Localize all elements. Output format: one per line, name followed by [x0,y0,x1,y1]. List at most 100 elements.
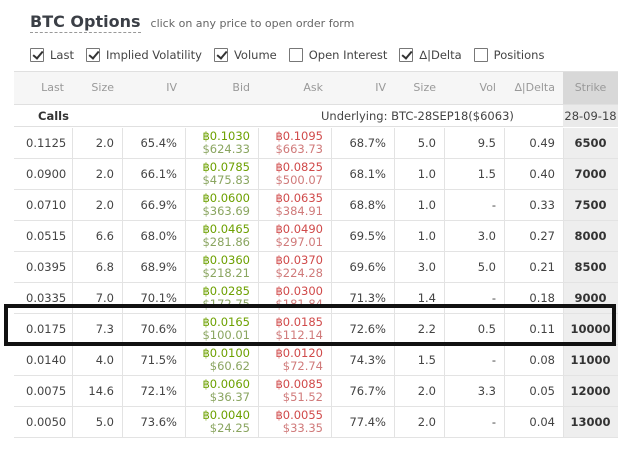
ask-price[interactable]: ฿0.0185 $112.14 [258,314,331,344]
ask-price-btc[interactable]: ฿0.0185 [275,315,323,329]
ask-price-usd[interactable]: $51.52 [282,390,323,404]
bid-price-btc[interactable]: ฿0.0165 [202,315,250,329]
ask-price-usd[interactable]: $297.01 [275,235,323,249]
ask-price-usd[interactable]: $112.14 [275,328,323,342]
bid-price-usd[interactable]: $624.33 [202,142,250,156]
ask-price[interactable]: ฿0.0635 $384.91 [258,190,331,220]
table-row[interactable]: 0.0140 4.0 71.5% ฿0.0100 $60.62 ฿0.0120 $72.74… [14,345,618,376]
ask-price-btc[interactable]: ฿0.1095 [275,129,323,143]
table-row[interactable]: 0.0900 2.0 66.1% ฿0.0785 $475.83 ฿0.0825 $500.… [14,159,618,190]
filter-implied-volatility[interactable]: Implied Volatility [85,48,202,62]
cell-last[interactable]: 0.0050 [26,415,67,429]
cell-strike[interactable]: 13000 [563,407,618,437]
bid-price-usd[interactable]: $475.83 [202,173,250,187]
ask-price[interactable]: ฿0.0055 $33.35 [258,407,331,437]
bid-price-btc[interactable]: ฿0.0040 [202,408,250,422]
header-iv[interactable]: IV [166,81,177,94]
table-row[interactable]: 0.0395 6.8 68.9% ฿0.0360 $218.21 ฿0.0370 $224.… [14,252,618,283]
bid-price-btc[interactable]: ฿0.0465 [202,222,250,236]
header-last[interactable]: Last [41,81,64,94]
header-delta[interactable]: ∆|Delta [514,81,555,94]
header-ask[interactable]: Ask [303,81,323,94]
cell-last[interactable]: 0.0075 [26,384,67,398]
checkbox-icon[interactable] [288,48,303,62]
filter-volume[interactable]: Volume [213,48,277,62]
bid-price-usd[interactable]: $218.21 [202,266,250,280]
table-row[interactable]: 0.1125 2.0 65.4% ฿0.1030 $624.33 ฿0.1095 $663.… [14,128,618,159]
bid-price[interactable]: ฿0.0165 $100.01 [185,314,258,344]
table-row[interactable]: 0.0075 14.6 72.1% ฿0.0060 $36.37 ฿0.0085 $51.5… [14,376,618,407]
ask-price[interactable]: ฿0.0120 $72.74 [258,345,331,375]
table-row[interactable]: 0.0515 6.6 68.0% ฿0.0465 $281.86 ฿0.0490 $297.… [14,221,618,252]
table-row[interactable]: 0.0050 5.0 73.6% ฿0.0040 $24.25 ฿0.0055 $33.35… [14,407,618,438]
bid-price-btc[interactable]: ฿0.0785 [202,160,250,174]
bid-price-usd[interactable]: $363.69 [202,204,250,218]
bid-price-usd[interactable]: $36.37 [209,390,250,404]
bid-price-btc[interactable]: ฿0.0285 [202,284,250,298]
table-row[interactable]: 0.0710 2.0 66.9% ฿0.0600 $363.69 ฿0.0635 $384.… [14,190,618,221]
header-vol[interactable]: Vol [479,81,496,94]
header-ask-iv[interactable]: IV [375,81,386,94]
cell-strike[interactable]: 7500 [563,190,618,220]
ask-price-btc[interactable]: ฿0.0370 [275,253,323,267]
ask-price[interactable]: ฿0.1095 $663.73 [258,128,331,158]
ask-price-btc[interactable]: ฿0.0825 [275,160,323,174]
cell-last[interactable]: 0.1125 [26,136,67,150]
bid-price-btc[interactable]: ฿0.0100 [202,346,250,360]
ask-price-btc[interactable]: ฿0.0055 [275,408,323,422]
bid-price-btc[interactable]: ฿0.0600 [202,191,250,205]
header-ask-size[interactable]: Size [413,81,436,94]
cell-strike[interactable]: 11000 [563,345,618,375]
ask-price-usd[interactable]: $72.74 [282,359,323,373]
filter-last[interactable]: Last [30,48,74,62]
bid-price[interactable]: ฿0.0100 $60.62 [185,345,258,375]
ask-price-usd[interactable]: $224.28 [275,266,323,280]
cell-strike[interactable]: 8000 [563,221,618,251]
ask-price-usd[interactable]: $181.84 [275,297,323,311]
cell-last[interactable]: 0.0395 [26,260,67,274]
ask-price[interactable]: ฿0.0085 $51.52 [258,376,331,406]
table-row[interactable]: 0.0175 7.3 70.6% ฿0.0165 $100.01 ฿0.0185 $112.… [14,314,618,345]
ask-price-usd[interactable]: $663.73 [275,142,323,156]
checkbox-icon[interactable] [30,48,44,62]
bid-price-usd[interactable]: $24.25 [209,421,250,435]
ask-price-usd[interactable]: $33.35 [282,421,323,435]
header-size[interactable]: Size [91,81,114,94]
checkbox-icon[interactable] [85,48,100,62]
cell-last[interactable]: 0.0515 [26,229,67,243]
bid-price[interactable]: ฿0.0600 $363.69 [185,190,258,220]
checkbox-icon[interactable] [473,48,488,62]
ask-price-btc[interactable]: ฿0.0635 [275,191,323,205]
filter-delta[interactable]: ∆|Delta [399,48,462,62]
bid-price[interactable]: ฿0.0060 $36.37 [185,376,258,406]
ask-price-usd[interactable]: $500.07 [275,173,323,187]
header-strike[interactable]: Strike [563,72,618,104]
cell-strike[interactable]: 7000 [563,159,618,189]
cell-last[interactable]: 0.0335 [26,291,67,305]
cell-strike[interactable]: 12000 [563,376,618,406]
ask-price-btc[interactable]: ฿0.0300 [275,284,323,298]
ask-price-btc[interactable]: ฿0.0085 [275,377,323,391]
cell-last[interactable]: 0.0710 [26,198,67,212]
cell-strike[interactable]: 8500 [563,252,618,282]
cell-strike[interactable]: 10000 [563,314,618,344]
bid-price-btc[interactable]: ฿0.1030 [202,129,250,143]
filter-open-interest[interactable]: Open Interest [288,48,387,62]
page-title[interactable]: BTC Options [30,12,141,33]
bid-price[interactable]: ฿0.0285 $172.75 [185,283,258,313]
table-row[interactable]: 0.0335 7.0 70.1% ฿0.0285 $172.75 ฿0.0300 $181.… [14,283,618,314]
bid-price[interactable]: ฿0.0465 $281.86 [185,221,258,251]
bid-price[interactable]: ฿0.0785 $475.83 [185,159,258,189]
checkbox-icon[interactable] [399,48,414,62]
cell-strike[interactable]: 6500 [563,128,618,158]
cell-last[interactable]: 0.0140 [26,353,67,367]
bid-price-usd[interactable]: $60.62 [209,359,250,373]
ask-price[interactable]: ฿0.0300 $181.84 [258,283,331,313]
ask-price-usd[interactable]: $384.91 [275,204,323,218]
bid-price[interactable]: ฿0.1030 $624.33 [185,128,258,158]
bid-price-usd[interactable]: $100.01 [202,328,250,342]
bid-price-btc[interactable]: ฿0.0060 [202,377,250,391]
ask-price[interactable]: ฿0.0825 $500.07 [258,159,331,189]
bid-price[interactable]: ฿0.0040 $24.25 [185,407,258,437]
checkbox-icon[interactable] [213,48,228,62]
